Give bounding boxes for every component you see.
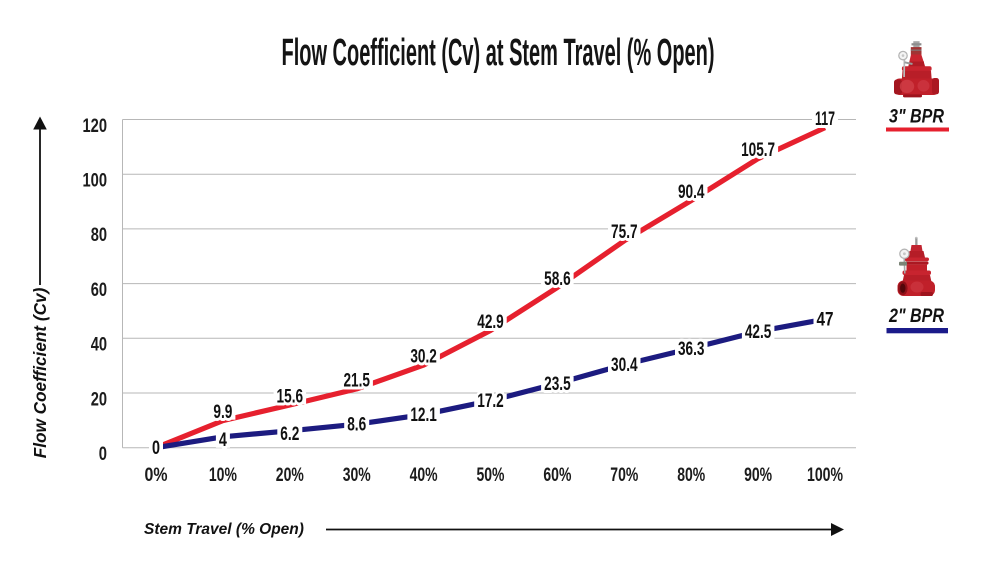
- svg-text:80%: 80%: [677, 465, 705, 486]
- svg-text:0: 0: [152, 438, 160, 459]
- svg-text:2" BPR: 2" BPR: [888, 306, 944, 327]
- svg-text:20%: 20%: [276, 465, 304, 486]
- svg-text:15.6: 15.6: [277, 387, 304, 408]
- svg-text:9.9: 9.9: [213, 402, 232, 423]
- svg-text:100%: 100%: [807, 465, 843, 486]
- svg-text:120: 120: [83, 116, 108, 137]
- svg-text:3" BPR: 3" BPR: [889, 107, 944, 128]
- svg-text:75.7: 75.7: [611, 222, 638, 243]
- svg-text:17.2: 17.2: [477, 391, 504, 412]
- svg-text:42.9: 42.9: [477, 312, 504, 333]
- svg-text:10%: 10%: [209, 465, 237, 486]
- svg-text:23.5: 23.5: [544, 374, 571, 395]
- svg-text:90.4: 90.4: [678, 182, 705, 203]
- svg-text:Flow Coefficient (Cv): Flow Coefficient (Cv): [30, 287, 50, 458]
- svg-text:8.6: 8.6: [347, 415, 366, 436]
- svg-text:0: 0: [99, 444, 107, 465]
- svg-text:12.1: 12.1: [410, 405, 437, 426]
- svg-text:40: 40: [91, 335, 107, 356]
- svg-text:58.6: 58.6: [544, 269, 571, 290]
- svg-text:30.2: 30.2: [410, 347, 437, 368]
- svg-text:80: 80: [91, 225, 107, 246]
- svg-text:6.2: 6.2: [280, 424, 299, 445]
- svg-text:70%: 70%: [610, 465, 638, 486]
- svg-text:40%: 40%: [410, 465, 438, 486]
- svg-text:90%: 90%: [744, 465, 772, 486]
- svg-text:0%: 0%: [145, 465, 168, 486]
- svg-text:100: 100: [83, 171, 108, 192]
- svg-text:21.5: 21.5: [343, 370, 370, 391]
- svg-text:60: 60: [91, 280, 107, 301]
- svg-text:Flow Coefficient (Cv) at Stem: Flow Coefficient (Cv) at Stem Travel (% …: [282, 32, 715, 74]
- svg-text:47: 47: [817, 310, 834, 331]
- svg-text:105.7: 105.7: [741, 140, 775, 161]
- svg-text:50%: 50%: [477, 465, 505, 486]
- svg-text:42.5: 42.5: [745, 322, 772, 343]
- svg-text:30%: 30%: [343, 465, 371, 486]
- svg-text:36.3: 36.3: [678, 339, 705, 360]
- svg-text:30.4: 30.4: [611, 355, 638, 376]
- svg-text:117: 117: [815, 109, 835, 130]
- svg-text:Stem Travel (% Open): Stem Travel (% Open): [144, 521, 304, 538]
- svg-text:60%: 60%: [543, 465, 571, 486]
- svg-text:20: 20: [91, 389, 107, 410]
- svg-text:4: 4: [219, 430, 227, 451]
